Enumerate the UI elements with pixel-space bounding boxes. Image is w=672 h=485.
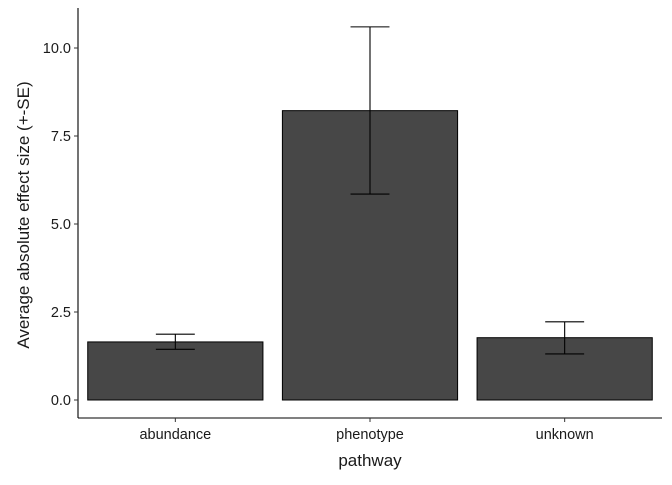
x-ticks: abundance phenotype unknown	[139, 418, 594, 443]
x-tick-label: abundance	[139, 427, 211, 443]
y-ticks: 0.0 2.5 5.0 7.5 10.0	[43, 41, 78, 409]
y-tick-label: 2.5	[51, 305, 71, 321]
y-tick-label: 10.0	[43, 41, 71, 57]
x-axis-title: pathway	[338, 451, 402, 470]
y-tick-label: 7.5	[51, 129, 71, 145]
bar-abundance	[87, 341, 264, 401]
y-tick-label: 5.0	[51, 217, 71, 233]
x-tick-label: unknown	[536, 427, 594, 443]
y-axis-title: Average absolute effect size (+-SE)	[14, 81, 33, 348]
x-tick-label: phenotype	[336, 427, 404, 443]
errorbars-layer	[155, 26, 585, 355]
y-tick-label: 0.0	[51, 393, 71, 409]
